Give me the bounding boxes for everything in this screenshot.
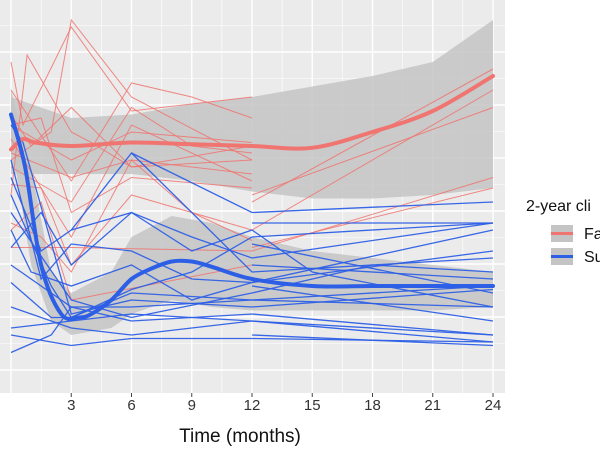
patient-line-success [10,211,494,308]
patient-line-success [251,264,494,280]
smooth-line-success [9,112,495,322]
patient-line-failure [10,106,253,203]
x-axis-ticks: 3 6 9 12 15 18 21 24 [67,393,501,414]
patient-line-failure [10,124,253,239]
x-tick-label: 24 [485,397,502,414]
confidence-band-success [11,90,493,335]
patient-line-success [10,282,494,319]
patient-line-success [10,159,494,284]
patient-line-success [10,212,494,319]
patient-line-failure [251,107,494,196]
patient-line-success [71,211,494,259]
legend-item-failure: Fa [551,225,600,243]
x-axis-title: Time (months) [179,426,301,447]
legend: 2-year cli Fa Su [526,198,600,266]
x-tick-label: 3 [67,397,75,414]
smoothed-trends [9,74,495,322]
x-tick-label: 21 [424,397,441,414]
smooth-line-failure [9,74,495,152]
legend-label-failure: Fa [584,226,600,243]
patient-line-failure [10,53,253,196]
patient-line-success [10,306,494,336]
patient-line-success [131,152,494,273]
legend-title: 2-year cli [526,198,591,215]
patient-line-success [10,313,494,343]
patient-line-success [10,194,494,319]
patient-line-success [10,334,494,347]
patient-line-failure [11,177,494,252]
patient-line-failure [10,106,253,168]
legend-label-success: Su [584,249,600,266]
legend-item-success: Su [551,248,600,266]
x-tick-label: 12 [244,397,261,414]
patient-line-failure [251,89,494,231]
patient-line-failure [10,152,253,179]
patient-line-failure [10,26,253,127]
x-tick-label: 15 [304,397,321,414]
patient-line-failure [10,82,253,182]
x-tick-label: 18 [364,397,381,414]
x-tick-label: 6 [127,397,135,414]
patient-line-success [251,334,494,347]
patient-line-failure [251,187,494,248]
patient-line-success [251,285,494,322]
patient-line-failure [251,68,494,203]
x-tick-label: 9 [188,397,196,414]
